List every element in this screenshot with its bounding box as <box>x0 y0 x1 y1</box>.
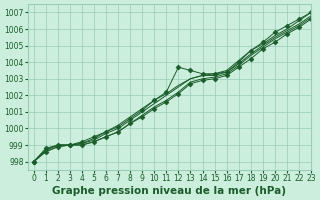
X-axis label: Graphe pression niveau de la mer (hPa): Graphe pression niveau de la mer (hPa) <box>52 186 286 196</box>
